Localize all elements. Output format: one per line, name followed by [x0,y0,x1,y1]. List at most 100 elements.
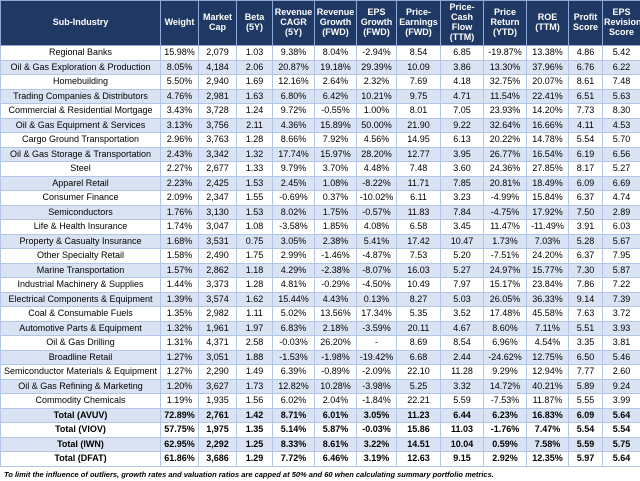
cell: 7.77 [568,364,603,380]
cell: 6.37 [568,190,603,206]
cell: 26.77% [483,146,527,162]
row-label: Marine Transportation [0,262,161,278]
cell: 1.24 [236,103,273,119]
cell: 15.98% [160,45,199,61]
cell: 7.48 [396,161,441,177]
cell: 20.87% [272,59,315,75]
cell: 7.73 [568,103,603,119]
cell: 15.84% [526,190,569,206]
cell: 4,371 [198,335,237,351]
cell: 12.94% [526,364,569,380]
cell: -3.58% [272,219,315,235]
cell: 8.30 [602,103,640,119]
cell: -24.62% [483,349,527,365]
header-cell: EPS Growth (FWD) [356,0,397,46]
cell: 8.05% [160,59,199,75]
cell: 5.14% [272,422,315,438]
cell: -2.09% [356,364,397,380]
cell: 20.22% [483,132,527,148]
cell: 6.09 [568,175,603,191]
cell: -19.42% [356,349,397,365]
cell: 61.86% [160,451,199,467]
cell: 20.81% [483,175,527,191]
cell: 3,763 [198,132,237,148]
cell: 1.08% [314,175,357,191]
cell: 7.95 [602,248,640,264]
cell: 3.95 [440,146,484,162]
cell: 1.19% [160,393,199,409]
cell: 17.42 [396,233,441,249]
cell: 7.97 [440,277,484,293]
cell: 1.39% [160,291,199,307]
cell: 17.92% [526,204,569,220]
cell: 2.06 [236,59,273,75]
cell: 7.53 [396,248,441,264]
cell: 1.35% [160,306,199,322]
cell: 11.54% [483,88,527,104]
cell: -4.87% [356,248,397,264]
cell: 4.67 [440,320,484,336]
cell: 5.42 [602,45,640,61]
cell: 5.51 [568,320,603,336]
cell: 9.14 [568,291,603,307]
cell: 17.48% [483,306,527,322]
cell: -4.99% [483,190,527,206]
table-row: Semiconductor Materials & Equipment 1.27%… [0,364,640,380]
cell: -0.03% [356,422,397,438]
cell: 0.37% [314,190,357,206]
cell: 2,862 [198,262,237,278]
total-row: Total (VIOV) 57.75% 1,975 1.35 5.14% 5.87% -0.… [0,422,640,438]
cell: 4.11 [568,117,603,133]
table-row: Consumer Finance 2.09% 2,347 1.55 -0.69% 0.37… [0,190,640,206]
table-row: Cargo Ground Transportation 2.96% 3,763 1.2… [0,132,640,148]
cell: 0.75 [236,233,273,249]
cell: 14.51 [396,436,441,452]
table-row: Oil & Gas Equipment & Services 3.13% 3,756… [0,117,640,133]
cell: 9.75 [396,88,441,104]
cell: 4.74 [602,190,640,206]
cell: -0.69% [272,190,315,206]
cell: 3.45 [440,219,484,235]
cell: 5.55 [568,393,603,409]
row-label: Total (DFAT) [0,451,161,467]
total-row: Total (IWN) 62.95% 2,292 1.25 8.33% 8.61% 3.22… [0,436,640,452]
table-row: Regional Banks 15.98% 2,079 1.03 9.38% 8.04% -… [0,45,640,61]
cell: 5.50% [160,74,199,90]
cell: 6.51 [568,88,603,104]
header-cell: Weight [160,0,199,46]
table-row: Steel 2.27% 2,677 1.33 9.79% 3.70% 4.48% 7.48 3.… [0,161,640,177]
cell: 4,184 [198,59,237,75]
cell: -3.98% [356,378,397,394]
cell: 8.01 [396,103,441,119]
cell: 3.43% [160,103,199,119]
cell: 8.27 [396,291,441,307]
cell: 5.27 [440,262,484,278]
cell: 15.17% [483,277,527,293]
cell: 2.64% [314,74,357,90]
cell: 6.83% [272,320,315,336]
cell: 3.86 [440,59,484,75]
cell: -8.22% [356,175,397,191]
cell: -8.07% [356,262,397,278]
cell: 1.28 [236,277,273,293]
row-label: Coal & Consumable Fuels [0,306,161,322]
row-label: Oil & Gas Storage & Transportation [0,146,161,162]
cell: 1.18 [236,262,273,278]
cell: 1.76% [160,204,199,220]
cell: 12.82% [272,378,315,394]
cell: 6.69 [602,175,640,191]
cell: -2.94% [356,45,397,61]
cell: 6.44 [440,407,484,423]
cell: 8.54 [440,335,484,351]
total-row: Total (AVUV) 72.89% 2,761 1.42 8.71% 6.01% 3.0… [0,407,640,423]
cell: 8.61% [314,436,357,452]
row-label: Oil & Gas Exploration & Production [0,59,161,75]
cell: 7.86 [568,277,603,293]
cell: 7.63 [568,306,603,322]
cell: 2,292 [198,436,237,452]
cell: 4.36% [272,117,315,133]
cell: 24.20% [526,248,569,264]
cell: 17.74% [272,146,315,162]
cell: 6.85 [440,45,484,61]
